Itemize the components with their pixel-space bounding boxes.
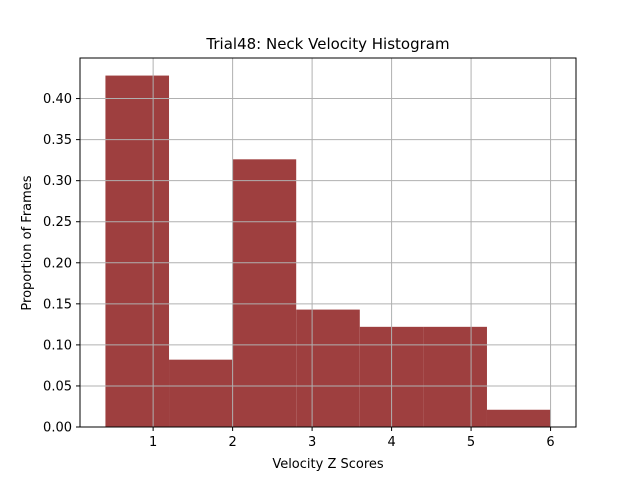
y-tick-label-7: 0.30 [43, 174, 72, 189]
x-tick-label-4: 4 [387, 435, 395, 450]
x-axis-label: Velocity Z Scores [272, 457, 384, 472]
plot-frame [79, 57, 577, 428]
y-tick-label-1: 0.00 [43, 421, 72, 436]
y-axis-label: Proportion of Frames [20, 175, 35, 310]
x-tick-label-2: 2 [228, 435, 236, 450]
y-tick-label-4: 0.15 [43, 297, 72, 312]
x-tick-label-6: 6 [546, 435, 554, 450]
histogram-bar-7 [486, 409, 551, 427]
x-axis-ticks: 1 2 3 4 5 6 [149, 427, 555, 450]
y-tick-label-6: 0.25 [43, 215, 72, 230]
x-tick-label-1: 1 [149, 435, 157, 450]
histogram-bar-2 [169, 359, 233, 427]
y-axis-ticks: 0.00 0.05 0.10 0.15 0.20 0.25 0.30 0.35 0.40 [43, 92, 80, 436]
histogram-bar-6 [423, 326, 487, 427]
y-tick-label-3: 0.10 [43, 338, 72, 353]
x-tick-label-3: 3 [308, 435, 316, 450]
histogram-bars [105, 75, 551, 428]
y-tick-label-5: 0.20 [43, 256, 72, 271]
chart-title: Trial48: Neck Velocity Histogram [205, 35, 449, 53]
histogram-bar-1 [105, 75, 170, 428]
y-tick-label-8: 0.35 [43, 133, 72, 148]
y-tick-label-2: 0.05 [43, 379, 72, 394]
y-tick-label-9: 0.40 [43, 92, 72, 107]
grid-lines [80, 58, 576, 428]
histogram-bar-3 [232, 159, 297, 427]
histogram-bar-4 [296, 309, 360, 427]
x-tick-label-5: 5 [467, 435, 475, 450]
